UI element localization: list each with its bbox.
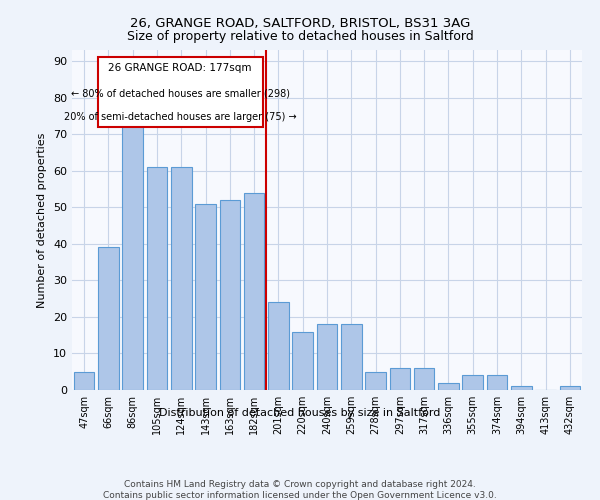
Bar <box>220 200 240 390</box>
Bar <box>463 376 483 390</box>
Bar <box>341 324 362 390</box>
Bar <box>365 372 386 390</box>
Y-axis label: Number of detached properties: Number of detached properties <box>37 132 47 308</box>
Text: Contains HM Land Registry data © Crown copyright and database right 2024.: Contains HM Land Registry data © Crown c… <box>124 480 476 489</box>
Bar <box>560 386 580 390</box>
Bar <box>414 368 434 390</box>
Bar <box>146 167 167 390</box>
Bar <box>74 372 94 390</box>
Bar <box>292 332 313 390</box>
Text: Distribution of detached houses by size in Saltford: Distribution of detached houses by size … <box>160 408 440 418</box>
Text: Contains public sector information licensed under the Open Government Licence v3: Contains public sector information licen… <box>103 491 497 500</box>
Bar <box>244 192 265 390</box>
FancyBboxPatch shape <box>97 58 263 127</box>
Text: 26, GRANGE ROAD, SALTFORD, BRISTOL, BS31 3AG: 26, GRANGE ROAD, SALTFORD, BRISTOL, BS31… <box>130 18 470 30</box>
Text: 20% of semi-detached houses are larger (75) →: 20% of semi-detached houses are larger (… <box>64 112 296 122</box>
Bar <box>98 248 119 390</box>
Bar <box>438 382 459 390</box>
Bar <box>195 204 216 390</box>
Bar <box>511 386 532 390</box>
Bar <box>122 123 143 390</box>
Bar <box>389 368 410 390</box>
Text: ← 80% of detached houses are smaller (298): ← 80% of detached houses are smaller (29… <box>71 88 290 99</box>
Bar <box>268 302 289 390</box>
Bar <box>171 167 191 390</box>
Text: 26 GRANGE ROAD: 177sqm: 26 GRANGE ROAD: 177sqm <box>109 63 252 73</box>
Bar <box>317 324 337 390</box>
Bar <box>487 376 508 390</box>
Text: Size of property relative to detached houses in Saltford: Size of property relative to detached ho… <box>127 30 473 43</box>
